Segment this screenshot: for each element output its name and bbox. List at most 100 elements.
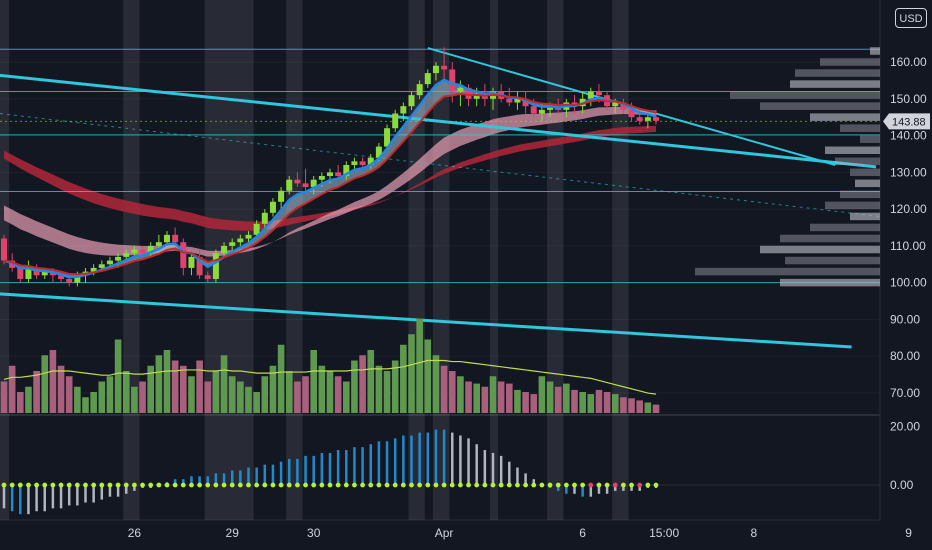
oscillator-tick-label: 0.00 <box>890 478 914 492</box>
volume-profile-bar <box>730 91 880 99</box>
candle-body <box>188 256 195 268</box>
volume-profile-bar <box>785 256 880 265</box>
price-axis[interactable]: 160.00 150.00 140.00 130.00 120.00 110.00 100.… <box>890 55 927 492</box>
squeeze-dot <box>474 482 480 488</box>
candle-body <box>253 223 260 235</box>
last-price-marker <box>883 113 930 130</box>
squeeze-dot <box>539 482 545 488</box>
price-tick-label: 160.00 <box>890 55 927 69</box>
candle-body <box>237 238 244 243</box>
candle-body <box>98 264 105 268</box>
candle-body <box>286 179 293 191</box>
squeeze-dot <box>213 482 219 488</box>
candle-body <box>449 69 456 92</box>
squeeze-dot <box>343 482 349 488</box>
squeeze-dot <box>466 482 471 488</box>
squeeze-dot <box>653 482 659 488</box>
volume-bar <box>595 389 603 413</box>
last-price-label: 143.88 <box>892 116 926 128</box>
volume-bars <box>0 318 660 413</box>
volume-bar <box>546 381 554 413</box>
volume-bar <box>603 392 611 413</box>
volume-bar <box>65 376 73 413</box>
candle-body <box>530 106 537 114</box>
price-tick-label: 150.00 <box>890 92 927 106</box>
squeeze-dot <box>384 482 390 488</box>
candle-body <box>172 234 179 243</box>
candle-body <box>212 253 219 279</box>
time-tick-label: 30 <box>307 526 321 540</box>
price-tick-label: 120.00 <box>890 202 927 216</box>
squeeze-dot <box>335 482 341 488</box>
volume-bar <box>74 386 81 413</box>
volume-moving-average <box>3 359 657 395</box>
volume-bar <box>611 394 619 413</box>
candle-body <box>367 157 374 165</box>
volume-profile-bar <box>795 69 880 77</box>
candle-body <box>278 190 285 202</box>
squeeze-dot <box>376 482 382 488</box>
volume-bar <box>33 371 40 413</box>
volume-bar <box>636 400 643 413</box>
volume-bar <box>163 350 171 413</box>
candle-body <box>538 109 545 114</box>
squeeze-dot <box>612 482 618 488</box>
candle-body <box>441 65 448 70</box>
squeeze-dot <box>596 482 602 488</box>
squeeze-dot <box>572 482 577 488</box>
time-axis[interactable]: 26 29 30 Apr 6 15:00 8 9 <box>128 526 913 540</box>
squeeze-dot <box>270 482 276 488</box>
candle-body <box>473 95 480 99</box>
candle-body <box>514 98 521 103</box>
fast-moving-average <box>3 78 657 279</box>
candle-body <box>17 267 24 279</box>
volume-bar <box>514 389 521 413</box>
candle-body <box>41 271 48 276</box>
time-tick-label: 8 <box>750 526 757 540</box>
volume-bar <box>41 355 49 413</box>
volume-bar <box>82 397 89 413</box>
volume-profile-bar <box>840 124 880 132</box>
squeeze-dot <box>506 482 512 488</box>
volume-profile-bar <box>695 267 880 276</box>
volume-bar <box>57 365 65 413</box>
candle-body <box>481 95 488 99</box>
volume-bar <box>17 392 24 413</box>
squeeze-dot <box>392 482 398 488</box>
squeeze-dot <box>9 482 15 488</box>
volume-bar <box>489 376 497 413</box>
volume-bar <box>408 334 415 413</box>
time-tick-label: 15:00 <box>649 526 679 540</box>
volume-profile-bar <box>810 223 880 232</box>
volume-bar <box>620 397 627 413</box>
currency-button[interactable]: USD <box>895 8 927 28</box>
volume-bar <box>90 392 97 413</box>
session-band-8 <box>612 0 629 520</box>
candle-body <box>115 256 122 261</box>
squeeze-dot <box>26 482 31 488</box>
candle-body <box>229 242 236 246</box>
volume-bar <box>383 371 391 413</box>
squeeze-dot <box>417 482 423 488</box>
price-tick-label: 140.00 <box>890 129 927 143</box>
volume-profile-bar <box>825 146 880 154</box>
lower-channel-line <box>0 292 852 349</box>
candle-body <box>294 179 301 184</box>
candle-body <box>343 165 350 177</box>
candle-body <box>123 253 130 257</box>
session-band-7 <box>547 0 564 520</box>
squeeze-dot <box>629 482 634 488</box>
volume-profile-bar <box>835 157 880 166</box>
volume-bar <box>285 371 293 413</box>
squeeze-dot <box>588 482 594 488</box>
volume-bar <box>400 344 407 413</box>
volume-bar <box>114 339 122 413</box>
oscillator-tick-label: 20.00 <box>890 420 920 434</box>
volume-bar <box>171 360 179 413</box>
candle-body <box>1 238 7 261</box>
candle-body <box>653 117 659 121</box>
volume-bar <box>473 383 480 413</box>
squeeze-dot <box>262 482 268 488</box>
candle-body <box>612 102 619 107</box>
squeeze-dot <box>246 482 251 488</box>
